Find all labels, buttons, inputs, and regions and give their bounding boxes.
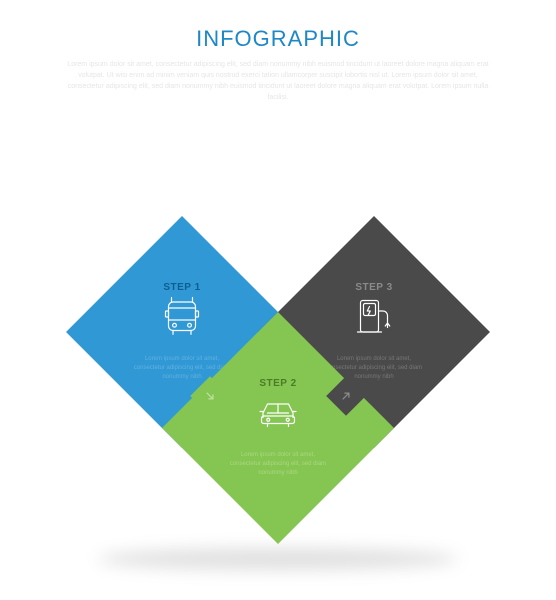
charging-station-icon bbox=[350, 293, 398, 341]
infographic-stage: Infographic Lorem ipsum dolor sit amet, … bbox=[0, 0, 556, 600]
car-icon bbox=[254, 389, 302, 437]
step-2-tile: Step 2 Lorem ipsum dolor sit amet, conse… bbox=[162, 312, 394, 544]
intro-text: Lorem ipsum dolor sit amet, consectetur … bbox=[60, 60, 496, 103]
drop-shadow bbox=[98, 548, 458, 570]
arrow-down-right-icon bbox=[203, 389, 217, 403]
bus-icon bbox=[158, 293, 206, 341]
step-1-label: Step 1 bbox=[163, 282, 200, 293]
step-2-desc: Lorem ipsum dolor sit amet, consectetur … bbox=[227, 451, 329, 477]
step-3-label: Step 3 bbox=[355, 282, 392, 293]
page-title: Infographic bbox=[0, 26, 556, 52]
arrow-up-right-icon bbox=[339, 389, 353, 403]
step-2-label: Step 2 bbox=[259, 378, 296, 389]
